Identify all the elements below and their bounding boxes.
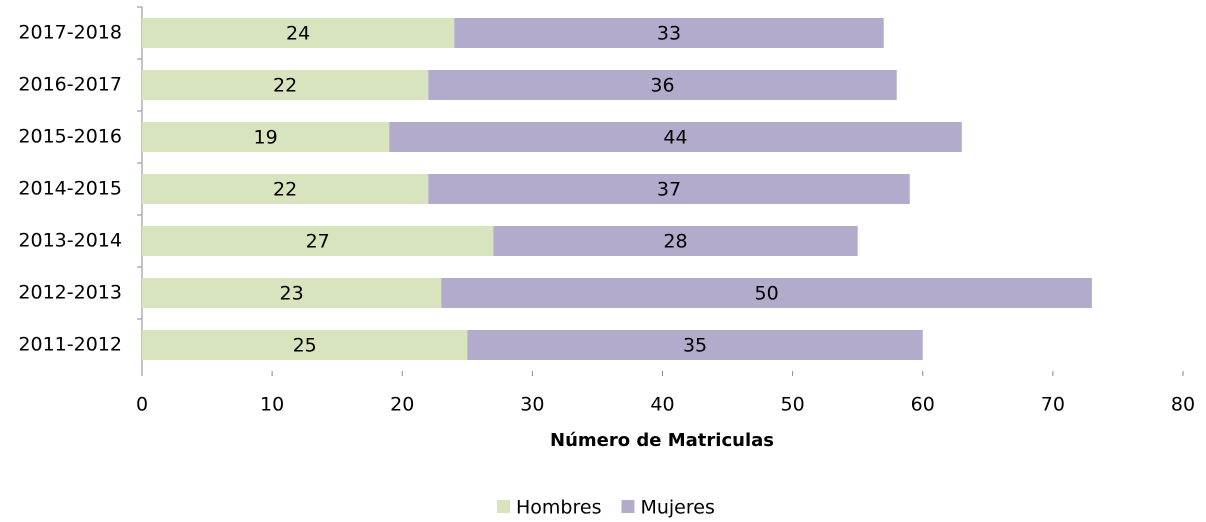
- bar-segment: [142, 174, 429, 204]
- legend-label: Mujeres: [640, 497, 714, 519]
- x-tick-label: 70: [1041, 394, 1065, 416]
- x-axis-title: Número de Matriculas: [550, 430, 774, 451]
- legend-label: Hombres: [516, 497, 601, 519]
- bar-segment: [142, 330, 468, 360]
- data-label: 25: [293, 335, 317, 357]
- bar-segment: [454, 18, 884, 48]
- data-label: 27: [306, 231, 330, 253]
- bar-segment: [389, 122, 962, 152]
- x-tick-label: 0: [136, 394, 148, 416]
- x-tick-label: 10: [260, 394, 284, 416]
- bar-segment: [142, 122, 390, 152]
- y-tick-label: 2011-2012: [18, 334, 122, 356]
- data-label: 28: [663, 231, 687, 253]
- data-label: 24: [286, 23, 310, 45]
- bar-segment: [142, 70, 429, 100]
- bar-segment: [467, 330, 923, 360]
- bar-segment: [142, 18, 455, 48]
- y-tick-label: 2013-2014: [18, 230, 122, 252]
- data-label: 44: [663, 127, 687, 149]
- x-tick-label: 20: [390, 394, 414, 416]
- x-tick-label: 80: [1171, 394, 1195, 416]
- data-label: 22: [273, 75, 297, 97]
- y-tick-label: 2012-2013: [18, 282, 122, 304]
- data-label: 22: [273, 179, 297, 201]
- data-label: 23: [280, 283, 304, 305]
- bar-segment: [493, 226, 858, 256]
- y-tick-label: 2017-2018: [18, 22, 122, 44]
- data-label: 36: [650, 75, 674, 97]
- data-label: 33: [657, 23, 681, 45]
- x-tick-label: 60: [911, 394, 935, 416]
- y-tick-label: 2015-2016: [18, 126, 122, 148]
- bar-segment: [428, 70, 897, 100]
- bar-segment: [142, 278, 442, 308]
- data-label: 35: [683, 335, 707, 357]
- bar-segment: [441, 278, 1092, 308]
- data-label: 37: [657, 179, 681, 201]
- data-label: 50: [755, 283, 779, 305]
- bar-segment: [142, 226, 494, 256]
- x-tick-label: 50: [781, 394, 805, 416]
- bar-segment: [428, 174, 910, 204]
- y-tick-label: 2016-2017: [18, 74, 122, 96]
- y-tick-label: 2014-2015: [18, 178, 122, 200]
- data-label: 19: [254, 127, 278, 149]
- legend-swatch: [497, 500, 510, 513]
- x-tick-label: 30: [520, 394, 544, 416]
- legend-swatch: [621, 500, 635, 513]
- x-tick-label: 40: [650, 394, 674, 416]
